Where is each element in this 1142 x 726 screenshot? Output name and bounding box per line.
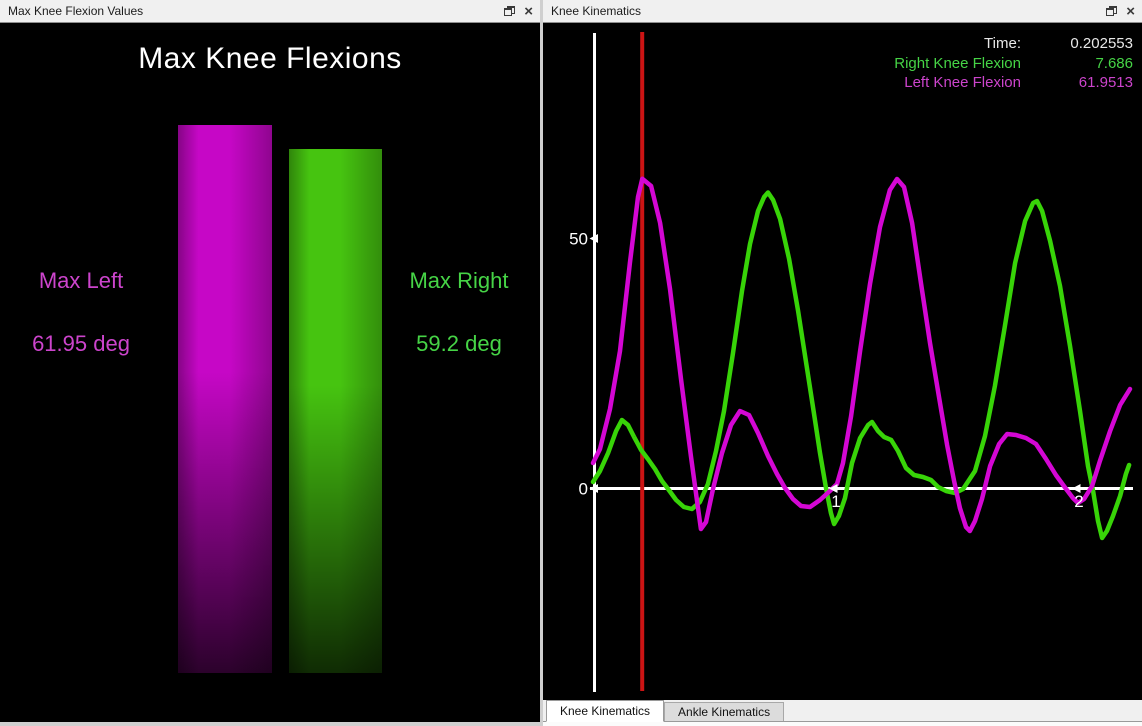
tick-marker [589, 484, 598, 493]
right-knee-flexion-curve [590, 190, 1132, 541]
max-right-bar [289, 149, 382, 673]
left-knee-flexion-value: 61.9513 [1078, 74, 1133, 91]
left-knee-flexion-curve [590, 176, 1133, 534]
bar-chart-title: Max Knee Flexions [138, 42, 402, 75]
right-knee-flexion-value: 7.686 [1095, 54, 1133, 72]
max-left-value: 61.95 deg [32, 331, 130, 356]
tick-marker [829, 484, 838, 493]
right-window-controls: × [1106, 0, 1135, 22]
tick-marker [1072, 484, 1081, 493]
left-window-title: Max Knee Flexion Values [8, 4, 144, 18]
left-knee-flexion-label: Left Knee Flexion [904, 74, 1021, 91]
float-window-icon[interactable] [1106, 6, 1118, 16]
tab-knee-kinematics[interactable]: Knee Kinematics [546, 700, 665, 722]
bar-chart-canvas: Max Knee Flexions Max Left 61.95 deg Max… [0, 23, 540, 722]
tabbar-bottom-strip [543, 722, 1142, 726]
x-tick-label: 1 [831, 492, 840, 511]
right-knee-readout-row: Right Knee Flexion 7.686 [703, 54, 1133, 74]
line-plot-canvas: 1 2 0 50 Time: 0.202553 Right Knee Flexion … [543, 23, 1142, 700]
max-right-label: Max Right [409, 268, 509, 293]
x-tick-label: 2 [1074, 492, 1083, 511]
bottom-tabbar: Knee Kinematics Ankle Kinematics [543, 700, 1142, 726]
y-tick-label: 50 [569, 230, 588, 249]
curves-group [590, 176, 1133, 541]
time-label: Time: [984, 35, 1021, 52]
left-knee-readout-row: Left Knee Flexion 61.9513 [703, 73, 1133, 93]
right-window-titlebar[interactable]: Knee Kinematics × [543, 0, 1142, 23]
time-value: 0.202553 [1070, 35, 1133, 52]
knee-kinematics-window: Knee Kinematics × 1 2 0 50 Time: 0.202553 [543, 0, 1142, 726]
float-window-icon[interactable] [504, 6, 516, 16]
y-tick-label: 0 [579, 480, 588, 499]
max-knee-flexion-values-window: Max Knee Flexion Values × Max Knee Flexi… [0, 0, 540, 726]
tabs-row: Knee Kinematics Ankle Kinematics [543, 700, 1142, 722]
value-readout: Time: 0.202553 Right Knee Flexion 7.686 … [703, 34, 1133, 93]
kinematics-plot: 1 2 0 50 [569, 32, 1133, 692]
tab-ankle-kinematics[interactable]: Ankle Kinematics [664, 702, 785, 721]
max-left-label: Max Left [38, 268, 124, 293]
left-window-titlebar[interactable]: Max Knee Flexion Values × [0, 0, 540, 23]
max-left-bar [178, 125, 272, 673]
close-icon[interactable]: × [1126, 2, 1135, 20]
time-readout-row: Time: 0.202553 [703, 34, 1133, 54]
tick-marker [589, 234, 598, 243]
left-window-controls: × [504, 0, 533, 22]
right-window-title: Knee Kinematics [551, 4, 642, 18]
ticks-group: 1 2 0 50 [569, 230, 1084, 512]
close-icon[interactable]: × [524, 2, 533, 20]
right-knee-flexion-label: Right Knee Flexion [894, 54, 1021, 72]
max-right-value: 59.2 deg [416, 331, 502, 356]
